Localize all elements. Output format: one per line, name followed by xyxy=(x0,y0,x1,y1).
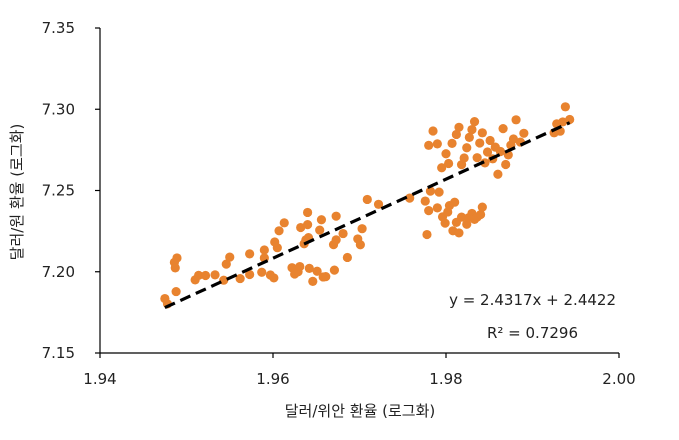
data-point xyxy=(355,240,365,250)
data-point xyxy=(424,140,434,150)
data-point xyxy=(498,123,508,134)
data-point xyxy=(316,215,327,225)
data-point xyxy=(295,261,305,272)
data-point xyxy=(560,102,570,112)
data-point xyxy=(451,129,461,140)
data-point xyxy=(172,253,182,263)
data-point xyxy=(329,265,340,275)
axis-ticks: 1.94 1.96 1.98 2.00 7.15 7.20 7.25 7.30 7.35 xyxy=(42,19,636,388)
data-point xyxy=(194,270,204,280)
data-point xyxy=(472,153,482,163)
data-point xyxy=(565,114,575,125)
data-point xyxy=(456,212,467,222)
trendline xyxy=(164,121,571,310)
data-point xyxy=(462,143,472,153)
data-point xyxy=(428,126,438,136)
data-point xyxy=(434,187,444,197)
data-point xyxy=(432,139,442,149)
data-point xyxy=(477,128,487,138)
data-point xyxy=(221,259,231,269)
data-point xyxy=(257,267,267,277)
x-tick-label: 1.94 xyxy=(83,370,116,388)
data-point xyxy=(373,199,384,209)
data-point xyxy=(245,249,255,259)
data-point xyxy=(357,224,367,234)
y-tick-label: 7.25 xyxy=(42,182,75,200)
data-point xyxy=(501,159,511,170)
data-point xyxy=(450,197,460,207)
data-point xyxy=(170,263,180,273)
data-point xyxy=(425,186,436,196)
x-tick-label: 1.98 xyxy=(429,370,462,388)
data-point xyxy=(362,194,372,205)
x-tick-label: 1.96 xyxy=(256,370,289,388)
data-point xyxy=(342,252,352,263)
data-point xyxy=(454,228,464,238)
data-point xyxy=(477,202,487,212)
y-tick-label: 7.15 xyxy=(42,344,75,362)
data-point xyxy=(405,193,415,203)
data-point xyxy=(447,138,457,148)
data-point xyxy=(469,117,480,127)
data-point xyxy=(440,218,450,228)
data-point xyxy=(338,228,348,239)
trendline-equation: y = 2.4317x + 2.4422 xyxy=(449,291,616,309)
y-tick-label: 7.35 xyxy=(42,19,75,37)
data-point xyxy=(558,117,568,127)
data-point xyxy=(480,158,490,168)
data-point xyxy=(235,273,245,284)
data-point xyxy=(210,270,220,280)
data-point xyxy=(312,266,322,276)
data-point xyxy=(443,158,454,169)
data-point xyxy=(331,235,341,245)
data-point xyxy=(171,286,181,297)
data-point xyxy=(485,135,495,146)
data-point xyxy=(200,270,211,281)
data-point xyxy=(315,225,325,235)
data-point xyxy=(279,218,289,228)
data-point xyxy=(308,276,318,286)
data-point xyxy=(269,273,279,283)
data-point xyxy=(454,122,464,132)
data-point xyxy=(245,269,255,280)
data-point xyxy=(296,222,306,233)
data-point xyxy=(437,163,447,173)
data-point xyxy=(493,169,503,179)
data-point xyxy=(508,134,519,144)
y-axis-title: 달러/원 환율 (로그화) xyxy=(8,124,26,261)
data-point xyxy=(476,209,486,220)
y-tick-label: 7.30 xyxy=(42,100,75,118)
data-point xyxy=(274,226,284,236)
data-point xyxy=(331,211,341,221)
data-point xyxy=(303,207,313,218)
data-point xyxy=(519,128,529,138)
data-point xyxy=(432,203,442,213)
data-point xyxy=(321,272,331,282)
data-point xyxy=(482,147,493,157)
data-point xyxy=(459,153,469,163)
trendline-r-squared: R² = 0.7296 xyxy=(487,324,578,342)
data-point xyxy=(424,206,434,216)
data-point xyxy=(303,220,313,230)
data-point xyxy=(304,263,314,273)
x-tick-label: 2.00 xyxy=(602,370,635,388)
data-point xyxy=(270,237,280,247)
data-point xyxy=(511,115,521,125)
data-points xyxy=(160,102,575,309)
data-point xyxy=(475,138,485,148)
data-point xyxy=(225,252,235,262)
y-tick-label: 7.20 xyxy=(42,263,75,281)
data-point xyxy=(420,196,430,206)
x-axis-title: 달러/위안 환율 (로그화) xyxy=(285,402,436,420)
data-point xyxy=(467,124,477,135)
data-point xyxy=(422,229,432,240)
data-point xyxy=(464,132,474,142)
data-point xyxy=(441,149,451,159)
data-point xyxy=(259,245,269,255)
